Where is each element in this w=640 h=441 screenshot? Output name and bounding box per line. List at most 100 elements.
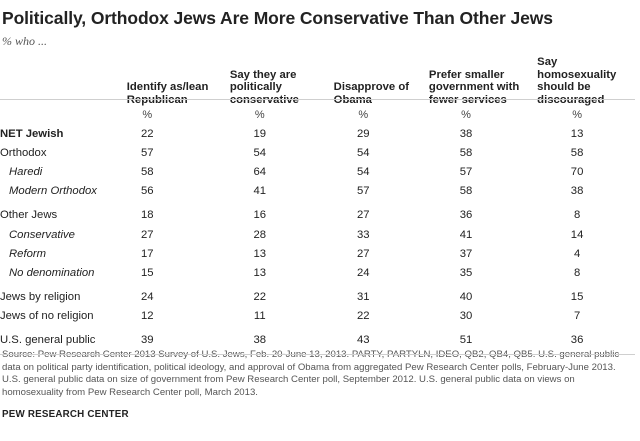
source-note: Source: Pew Research Center 2013 Survey …	[2, 349, 632, 399]
data-cell: 22	[326, 307, 425, 326]
data-cell: 15	[537, 288, 635, 307]
data-cell: 58	[109, 162, 220, 181]
table-row: No denomination 15 13 24 35 8	[0, 263, 635, 282]
row-label: U.S. general public	[0, 331, 109, 350]
table-row: Modern Orthodox 56 41 57 58 38	[0, 182, 635, 201]
data-cell: 8	[537, 206, 635, 225]
data-cell: 31	[326, 288, 425, 307]
data-cell: 41	[220, 182, 326, 201]
data-cell: 11	[220, 307, 326, 326]
data-cell: 43	[326, 331, 425, 350]
data-cell: 22	[220, 288, 326, 307]
data-cell: 36	[425, 206, 537, 225]
unit-cell: %	[220, 106, 326, 124]
data-cell: 57	[109, 143, 220, 162]
column-header-line: Identify as/lean	[127, 81, 220, 94]
table-row: Haredi 58 64 54 57 70	[0, 162, 635, 181]
data-cell: 57	[326, 182, 425, 201]
row-label: Orthodox	[0, 143, 109, 162]
unit-cell: %	[109, 106, 220, 124]
data-cell: 37	[425, 244, 537, 263]
data-cell: 27	[326, 244, 425, 263]
row-label: Modern Orthodox	[0, 182, 109, 201]
data-cell: 19	[220, 124, 326, 143]
table-row: Conservative 27 28 33 41 14	[0, 225, 635, 244]
data-cell: 29	[326, 124, 425, 143]
chart-subtitle: % who ...	[2, 34, 47, 49]
data-cell: 24	[109, 288, 220, 307]
data-cell: 40	[425, 288, 537, 307]
column-header-line: Disapprove of	[334, 81, 425, 94]
data-cell: 38	[425, 124, 537, 143]
table-body: % % % % % NET Jewish 22 19 29 38 13 Orthodox 57…	[0, 106, 635, 350]
data-cell: 33	[326, 225, 425, 244]
table-row: Orthodox 57 54 54 58 58	[0, 143, 635, 162]
table-row: Jews by religion 24 22 31 40 15	[0, 288, 635, 307]
data-cell: 28	[220, 225, 326, 244]
data-cell: 36	[537, 331, 635, 350]
header-rule	[0, 99, 635, 100]
column-header-line: Say homosexuality	[537, 56, 635, 81]
data-cell: 64	[220, 162, 326, 181]
data-cell: 38	[537, 182, 635, 201]
data-cell: 70	[537, 162, 635, 181]
column-header-line: should be	[537, 81, 635, 94]
data-table: Identify as/lean Republican Say they are…	[0, 56, 635, 350]
data-cell: 54	[220, 143, 326, 162]
data-cell: 27	[109, 225, 220, 244]
row-label: Other Jews	[0, 206, 109, 225]
data-cell: 51	[425, 331, 537, 350]
data-cell: 38	[220, 331, 326, 350]
column-header-line: Prefer smaller	[429, 69, 537, 82]
row-label: No denomination	[0, 263, 109, 282]
row-label: Haredi	[0, 162, 109, 181]
data-cell: 16	[220, 206, 326, 225]
table-row: NET Jewish 22 19 29 38 13	[0, 124, 635, 143]
data-cell: 58	[425, 143, 537, 162]
data-cell: 41	[425, 225, 537, 244]
brand-label: PEW RESEARCH CENTER	[2, 409, 129, 420]
unit-cell: %	[537, 106, 635, 124]
data-cell: 13	[537, 124, 635, 143]
unit-cell: %	[425, 106, 537, 124]
data-cell: 4	[537, 244, 635, 263]
unit-row: % % % % %	[0, 106, 635, 124]
data-cell: 58	[425, 182, 537, 201]
row-label: Reform	[0, 244, 109, 263]
unit-row-label	[0, 106, 109, 124]
data-cell: 54	[326, 143, 425, 162]
data-cell: 35	[425, 263, 537, 282]
data-cell: 15	[109, 263, 220, 282]
data-cell: 27	[326, 206, 425, 225]
footer-rule	[0, 354, 635, 355]
data-cell: 54	[326, 162, 425, 181]
data-cell: 17	[109, 244, 220, 263]
row-label: Conservative	[0, 225, 109, 244]
table-row: U.S. general public 39 38 43 51 36	[0, 331, 635, 350]
data-cell: 13	[220, 263, 326, 282]
data-cell: 7	[537, 307, 635, 326]
row-label: Jews by religion	[0, 288, 109, 307]
column-header-line: politically	[230, 81, 326, 94]
data-cell: 12	[109, 307, 220, 326]
data-cell: 56	[109, 182, 220, 201]
data-cell: 8	[537, 263, 635, 282]
data-cell: 57	[425, 162, 537, 181]
table-row: Jews of no religion 12 11 22 30 7	[0, 307, 635, 326]
data-cell: 39	[109, 331, 220, 350]
data-cell: 22	[109, 124, 220, 143]
data-cell: 13	[220, 244, 326, 263]
chart-title: Politically, Orthodox Jews Are More Cons…	[2, 8, 553, 29]
column-header-line: Say they are	[230, 69, 326, 82]
data-cell: 58	[537, 143, 635, 162]
table-row: Other Jews 18 16 27 36 8	[0, 206, 635, 225]
data-cell: 18	[109, 206, 220, 225]
column-header-line: government with	[429, 81, 537, 94]
data-cell: 24	[326, 263, 425, 282]
table-row: Reform 17 13 27 37 4	[0, 244, 635, 263]
data-cell: 30	[425, 307, 537, 326]
row-label: NET Jewish	[0, 124, 109, 143]
row-label: Jews of no religion	[0, 307, 109, 326]
unit-cell: %	[326, 106, 425, 124]
data-cell: 14	[537, 225, 635, 244]
